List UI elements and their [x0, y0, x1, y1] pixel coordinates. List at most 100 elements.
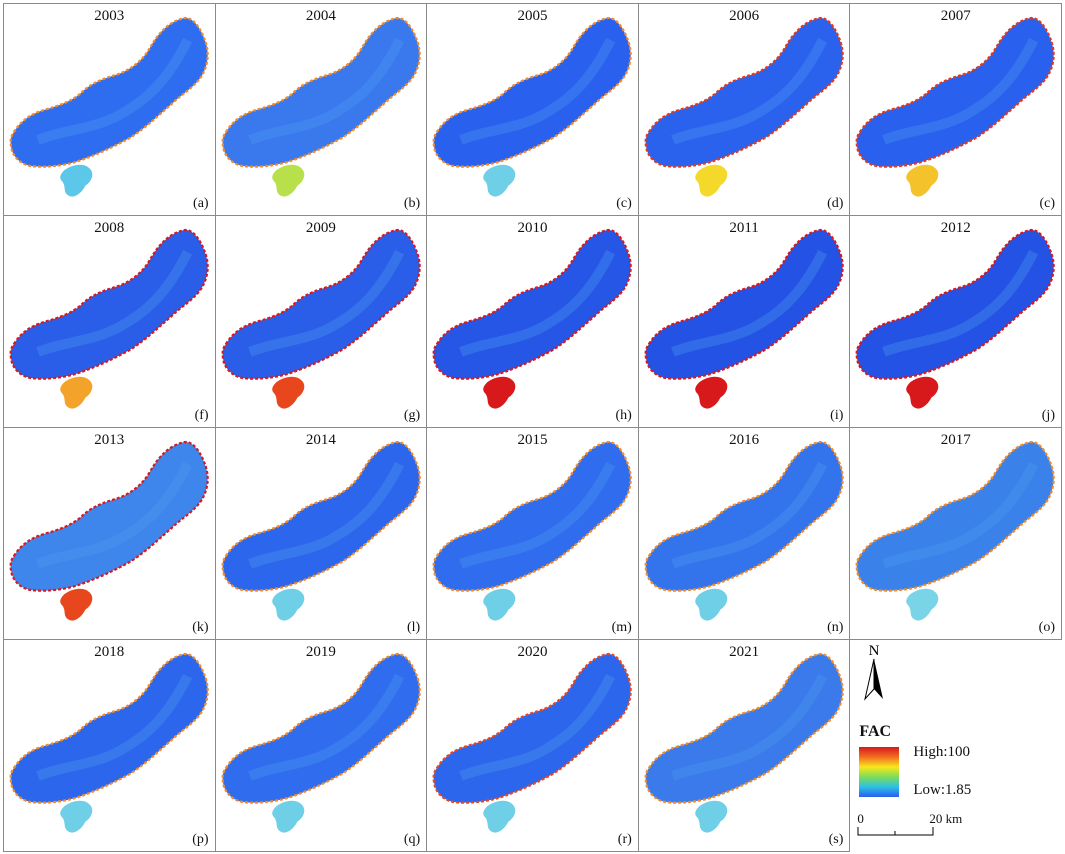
panel-letter: (s) [828, 832, 844, 847]
lake-map [855, 229, 1056, 410]
panel-letter: (n) [827, 620, 844, 635]
north-arrow-icon: N [864, 643, 884, 701]
map-panel: 2017 (o) [849, 427, 1062, 640]
map-panel: 2016 (n) [637, 427, 851, 640]
panel-year: 2006 [729, 8, 760, 24]
south-bay [905, 163, 940, 198]
map-panel: 2018 (p) [3, 639, 216, 852]
map-panel: 2020 (r) [426, 639, 639, 852]
map-panel: 2021 (s) [637, 639, 851, 852]
lake-map [644, 441, 844, 622]
lake-map [432, 441, 632, 622]
lake-texture [36, 461, 193, 569]
lake-map [855, 17, 1056, 198]
map-panel: 2009 (g) [214, 215, 428, 428]
map-panel: 2013 (k) [3, 427, 216, 640]
map-panel: 2014 (l) [214, 427, 428, 640]
north-label: N [869, 643, 880, 659]
lake-texture [247, 37, 404, 145]
map-panel: 2007 (c) [849, 3, 1062, 216]
lake-map [9, 17, 209, 198]
map-panel: 2012 (j) [849, 215, 1062, 428]
panel-letter: (h) [615, 408, 632, 423]
panel-year: 2014 [305, 432, 336, 448]
panel-year: 2003 [94, 8, 125, 24]
lake-map [221, 441, 421, 622]
scale-zero-label: 0 [857, 811, 864, 826]
panel-letter: (d) [827, 196, 844, 211]
panel-year: 2005 [517, 8, 548, 24]
panel-year: 2015 [517, 432, 548, 448]
lake-texture [459, 37, 616, 145]
color-ramp [859, 747, 900, 797]
legend-title: FAC [859, 723, 892, 740]
panel-year: 2009 [305, 220, 336, 236]
panel-letter: (c) [1039, 196, 1055, 211]
panel-letter: (a) [193, 196, 209, 211]
panel-letter: (k) [192, 620, 209, 635]
panel-letter: (b) [403, 196, 421, 211]
lake-body [9, 653, 209, 804]
lake-body [644, 653, 844, 804]
panel-year: 2017 [940, 432, 971, 448]
panel-letter: (p) [192, 832, 209, 847]
map-panel: 2010 (h) [426, 215, 639, 428]
lake-map [9, 229, 209, 410]
lake-texture [459, 461, 616, 569]
south-bay [482, 375, 517, 410]
legend-high: High:100 [913, 744, 971, 760]
lake-texture [882, 461, 1039, 569]
panel-year: 2018 [94, 644, 125, 660]
panel-year: 2004 [305, 8, 336, 24]
lake-body [9, 441, 209, 592]
south-bay [694, 799, 729, 834]
panel-year: 2012 [940, 220, 971, 236]
panel-year: 2020 [517, 644, 548, 660]
lake-map [644, 229, 844, 410]
lake-body [855, 441, 1056, 592]
south-bay [59, 799, 94, 834]
lake-map [9, 441, 209, 622]
lake-body [855, 17, 1056, 168]
panel-letter: (l) [406, 620, 421, 635]
map-panel: 2004 (b) [214, 3, 428, 216]
lake-map [432, 17, 632, 198]
panel-year: 2021 [729, 644, 760, 660]
lake-body [221, 17, 421, 168]
lake-body [432, 653, 632, 804]
lake-texture [36, 37, 193, 145]
lake-map [644, 653, 844, 834]
lake-texture [247, 461, 404, 569]
map-panel: 2005 (c) [426, 3, 639, 216]
south-bay [59, 587, 94, 622]
south-bay [270, 163, 305, 198]
lake-texture [670, 249, 827, 357]
lake-body [855, 229, 1056, 380]
south-bay [482, 799, 517, 834]
south-bay [59, 375, 94, 410]
lake-map [221, 229, 421, 410]
lake-body [9, 17, 209, 168]
lake-map [855, 441, 1056, 622]
lake-texture [247, 673, 404, 781]
lake-texture [36, 249, 193, 357]
lake-body [432, 229, 632, 380]
panel-year: 2007 [940, 8, 971, 24]
lake-body [432, 17, 632, 168]
lake-texture [459, 673, 616, 781]
lake-body [644, 441, 844, 592]
panel-year: 2013 [94, 432, 125, 448]
scale-distance-label: 20 km [929, 811, 963, 826]
panel-letter: (o) [1038, 620, 1055, 635]
lake-body [644, 229, 844, 380]
lake-texture [36, 673, 193, 781]
panel-letter: (g) [403, 408, 421, 423]
lake-body [644, 17, 844, 168]
south-bay [905, 587, 940, 622]
lake-map [9, 653, 209, 834]
map-panel: 2003 (a) [3, 3, 216, 216]
south-bay [905, 375, 940, 410]
panel-year: 2008 [94, 220, 125, 236]
panel-letter: (r) [617, 832, 632, 847]
south-bay [482, 163, 517, 198]
